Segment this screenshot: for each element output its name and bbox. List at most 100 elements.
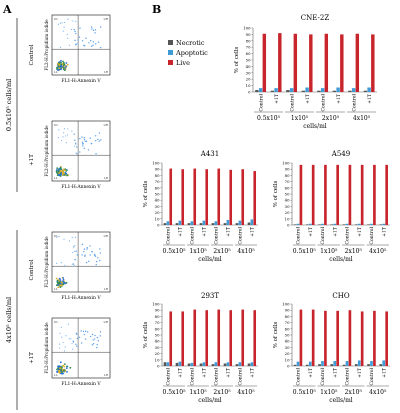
cell-dot <box>58 235 60 238</box>
cell-dot <box>67 37 69 39</box>
bar-live <box>217 309 221 366</box>
cell-dot <box>61 281 63 284</box>
y-tick-label: 50 <box>155 192 160 197</box>
cell-dot <box>99 252 102 254</box>
y-axis-label: % of cells <box>143 321 149 348</box>
bar-live <box>193 309 197 366</box>
category-label: Control <box>369 226 375 244</box>
y-tick-label: 0 <box>157 223 160 228</box>
cell-dot <box>83 333 85 336</box>
bar-necrotic <box>367 364 370 366</box>
cell-dot <box>99 46 102 49</box>
bar-apoptotic <box>296 361 300 366</box>
cell-dot <box>84 338 87 340</box>
group-label: 4x10⁵ <box>369 389 387 396</box>
bar-apoptotic <box>274 88 278 92</box>
cell-dot <box>62 341 64 344</box>
cell-dot <box>68 240 71 242</box>
y-axis-label: FL2-H:Propidium iodide <box>44 322 49 374</box>
bar-necrotic <box>318 224 321 225</box>
cell-dot <box>59 166 62 169</box>
cell-dot <box>62 30 64 32</box>
cell-dot <box>62 372 64 375</box>
bar-apoptotic <box>238 220 242 225</box>
cell-dot <box>55 277 58 280</box>
y-tick-label: 40 <box>246 64 251 69</box>
cell-dot <box>70 28 73 31</box>
cell-dot <box>65 367 68 369</box>
cell-dot <box>94 29 97 31</box>
cell-dot <box>60 59 62 62</box>
cell-dot <box>62 283 65 286</box>
cell-dot <box>86 248 88 250</box>
cell-dot <box>94 139 97 142</box>
bar-necrotic <box>379 224 383 225</box>
cell-dot <box>91 333 94 336</box>
cell-dot <box>58 277 61 280</box>
cell-dot <box>81 143 84 145</box>
cell-dot <box>62 66 65 69</box>
cell-dot <box>73 265 76 267</box>
bar-necrotic <box>270 90 275 92</box>
cell-dot <box>59 65 62 68</box>
cell-dot <box>89 245 91 247</box>
category-label: +1T <box>332 367 338 378</box>
cell-dot <box>64 66 67 69</box>
cell-dot <box>72 263 75 265</box>
cell-dot <box>91 26 93 28</box>
bar-apoptotic <box>289 88 294 92</box>
cell-dot <box>91 28 93 30</box>
y-axis-label: % of cells <box>273 321 279 348</box>
bars <box>163 168 257 225</box>
cell-dot <box>83 147 86 149</box>
condition-label: Control <box>29 259 35 280</box>
y-tick-label: 60 <box>285 326 290 331</box>
bar-apoptotic <box>333 223 337 225</box>
cell-dot <box>59 170 62 173</box>
cell-dot <box>67 323 70 325</box>
quadrant-label: UL <box>54 123 58 127</box>
bar-live <box>373 164 376 225</box>
cell-dot <box>56 167 59 169</box>
category-label: +1T <box>308 226 314 237</box>
y-tick-label: 30 <box>246 70 251 75</box>
cell-dot <box>71 237 73 239</box>
category-label: Control <box>214 226 220 244</box>
cell-dot <box>62 61 65 64</box>
cell-dot <box>88 42 90 44</box>
bar-necrotic <box>199 363 203 366</box>
y-tick-label: 10 <box>246 83 251 88</box>
category-label: +1T <box>202 367 208 378</box>
bar-live <box>309 34 313 92</box>
y-tick-label: 40 <box>285 339 290 344</box>
cell-dot <box>75 152 77 154</box>
cell-dot <box>95 260 98 263</box>
cell-dot <box>63 363 66 366</box>
cell-dot <box>77 39 79 41</box>
bar-live <box>169 168 173 225</box>
bar-apoptotic <box>382 223 386 225</box>
bar-necrotic <box>342 364 346 366</box>
cell-dot <box>65 142 67 144</box>
bar-apoptotic <box>357 360 361 366</box>
bar-live <box>311 164 315 225</box>
panel-label-b: B <box>152 3 161 16</box>
cell-dot <box>55 170 58 173</box>
bar-apoptotic <box>258 88 263 92</box>
category-label: Control <box>190 226 196 244</box>
cell-dot <box>64 135 67 137</box>
cell-dot <box>62 64 65 67</box>
cell-dot <box>95 43 97 45</box>
cell-dot <box>84 330 87 332</box>
quadrant-label: UL <box>54 320 58 324</box>
chart-title: CHO <box>332 292 349 300</box>
cell-dot <box>70 338 72 340</box>
cell-dot <box>92 44 94 47</box>
bar-live <box>241 309 245 366</box>
cell-dot <box>76 337 79 340</box>
quadrant-label: UL <box>54 17 58 21</box>
y-axis-label: % of cells <box>273 180 279 207</box>
